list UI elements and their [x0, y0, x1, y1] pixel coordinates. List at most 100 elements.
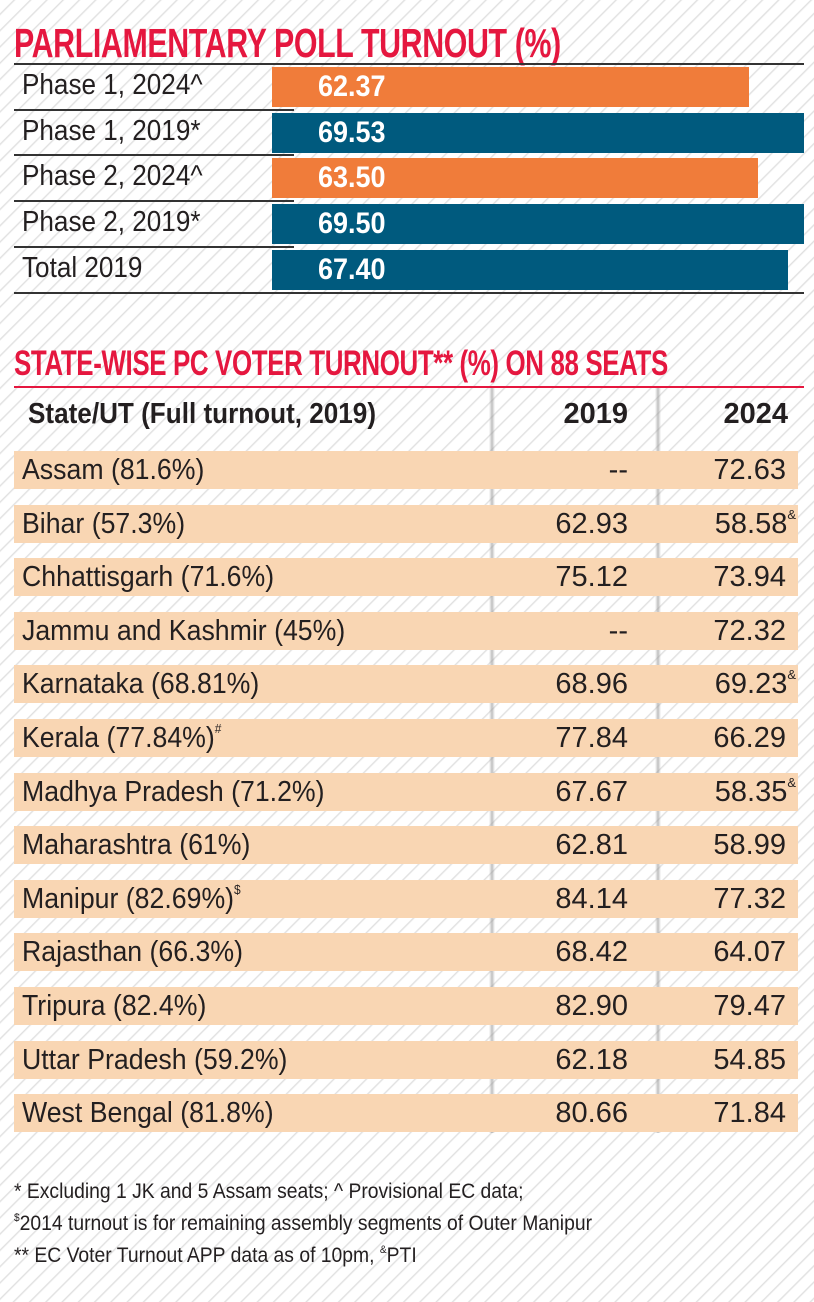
table-row: West Bengal (81.8%) 80.66 71.84	[14, 1094, 798, 1133]
value-2024: 58.58&	[715, 505, 796, 543]
state-name: Maharashtra (61%)	[22, 829, 251, 862]
table-row: Manipur (82.69%)$ 84.14 77.32	[14, 879, 798, 918]
bar	[272, 67, 750, 107]
note-mark: &	[787, 506, 796, 522]
bar-label: Phase 1, 2019*	[22, 114, 201, 147]
footnote: $2014 turnout is for remaining assembly …	[14, 1212, 592, 1236]
value-2024: 64.07	[713, 933, 786, 971]
header-2019: 2019	[563, 398, 628, 430]
table-row: Bihar (57.3%) 62.93 58.58&	[14, 504, 798, 543]
value-2024: 73.94	[713, 558, 786, 596]
value-2024-text: 79.47	[713, 990, 786, 1022]
table-row: Karnataka (68.81%) 68.96 69.23&	[14, 665, 798, 704]
value-2024: 72.63	[713, 451, 786, 489]
chart-title: PARLIAMENTARY POLL TURNOUT (%)	[14, 20, 561, 66]
state-cell: Chhattisgarh (71.6%)	[22, 558, 274, 596]
table-row: Tripura (82.4%) 82.90 79.47	[14, 987, 798, 1025]
header-2024: 2024	[723, 398, 788, 430]
value-2019: 67.67	[555, 775, 628, 808]
bar-label: Phase 2, 2024^	[22, 160, 203, 193]
table-row: Kerala (77.84%)# 77.84 66.29	[14, 719, 798, 757]
value-2019: 68.42	[555, 936, 628, 969]
value-2024-text: 77.32	[713, 882, 786, 915]
state-cell: Manipur (82.69%)$	[22, 880, 241, 918]
state-name: Tripura (82.4%)	[22, 990, 207, 1022]
row-divider	[14, 154, 294, 157]
table-row: Jammu and Kashmir (45%) -- 72.32	[14, 611, 798, 650]
state-cell: Uttar Pradesh (59.2%)	[22, 1041, 287, 1079]
state-name: Assam (81.6%)	[22, 454, 205, 486]
value-2024: 69.23&	[715, 665, 796, 703]
footnote: * Excluding 1 JK and 5 Assam seats; ^ Pr…	[14, 1180, 524, 1203]
value-2019: 68.96	[555, 668, 628, 701]
state-name: Madhya Pradesh (71.2%)	[22, 775, 325, 808]
value-2024-text: 58.99	[713, 829, 786, 862]
row-divider	[14, 108, 294, 111]
table-row: Assam (81.6%) -- 72.63	[14, 451, 798, 489]
value-2019: 77.84	[555, 722, 628, 754]
bar-label: Phase 1, 2024^	[22, 69, 203, 101]
state-cell: Madhya Pradesh (71.2%)	[22, 773, 325, 811]
footnote-text: PTI	[386, 1244, 417, 1267]
divider	[14, 292, 804, 294]
column-divider	[489, 388, 495, 1133]
value-2024-text: 58.58	[714, 507, 788, 540]
state-name: Kerala (77.84%)	[22, 722, 215, 754]
state-name: Jammu and Kashmir (45%)	[22, 614, 346, 647]
note-mark: $	[234, 881, 241, 897]
value-2024-text: 64.07	[713, 936, 786, 969]
header-state: State/UT (Full turnout, 2019)	[28, 398, 377, 430]
value-2019: 75.12	[555, 561, 628, 594]
state-cell: West Bengal (81.8%)	[22, 1094, 274, 1132]
bar-value-label: 69.50	[318, 207, 386, 241]
bar-label: Total 2019	[22, 251, 143, 284]
state-name: Chhattisgarh (71.6%)	[22, 561, 275, 594]
row-divider	[14, 245, 294, 248]
state-cell: Jammu and Kashmir (45%)	[22, 612, 345, 650]
state-name: West Bengal (81.8%)	[22, 1097, 274, 1130]
value-2019: 80.66	[555, 1097, 628, 1130]
value-2024: 71.84	[713, 1094, 786, 1132]
footnote-mark: $	[14, 1212, 20, 1224]
state-name: Manipur (82.69%)	[22, 882, 235, 915]
row-divider	[14, 200, 294, 203]
bar	[272, 249, 788, 290]
divider	[14, 63, 804, 65]
footnote: ** EC Voter Turnout APP data as of 10pm,…	[14, 1244, 417, 1268]
state-cell: Assam (81.6%)	[22, 451, 204, 489]
bar-value-label: 62.37	[318, 70, 386, 103]
value-2024: 58.35&	[715, 773, 796, 811]
value-2024: 79.47	[713, 987, 786, 1025]
note-mark: &	[787, 667, 796, 683]
divider	[14, 386, 804, 388]
bar	[272, 158, 758, 199]
footnote-text: 2014 turnout is for remaining assembly s…	[19, 1212, 593, 1235]
state-name: Bihar (57.3%)	[22, 507, 186, 540]
state-name: Karnataka (68.81%)	[22, 668, 260, 701]
value-2024-text: 72.32	[713, 614, 786, 647]
footnote-text: ** EC Voter Turnout APP data as of 10pm,	[14, 1244, 380, 1267]
table-row: Madhya Pradesh (71.2%) 67.67 58.35&	[14, 772, 798, 811]
table-row: Uttar Pradesh (59.2%) 62.18 54.85	[14, 1040, 798, 1079]
note-mark: &	[787, 774, 796, 790]
bar-value-label: 69.53	[318, 115, 386, 149]
value-2024: 72.32	[713, 612, 786, 650]
value-2019: 84.14	[555, 882, 628, 915]
table-row: Maharashtra (61%) 62.81 58.99	[14, 826, 798, 865]
bar-value-label: 67.40	[318, 252, 386, 286]
bar	[272, 112, 804, 153]
value-2024: 77.32	[713, 880, 786, 918]
bar	[272, 204, 804, 245]
value-2024: 66.29	[713, 719, 786, 757]
column-divider	[655, 388, 661, 1133]
footnote-mark: &	[379, 1244, 387, 1256]
table-title: STATE-WISE PC VOTER TURNOUT** (%) ON 88 …	[14, 344, 668, 383]
table-row: Chhattisgarh (71.6%) 75.12 73.94	[14, 558, 798, 597]
value-2024-text: 71.84	[713, 1097, 786, 1130]
state-name: Rajasthan (66.3%)	[22, 936, 243, 969]
value-2019: 62.81	[555, 829, 628, 862]
value-2019: 82.90	[555, 990, 628, 1022]
table-row: Rajasthan (66.3%) 68.42 64.07	[14, 933, 798, 972]
value-2024-text: 72.63	[713, 454, 786, 486]
state-cell: Kerala (77.84%)#	[22, 719, 221, 757]
